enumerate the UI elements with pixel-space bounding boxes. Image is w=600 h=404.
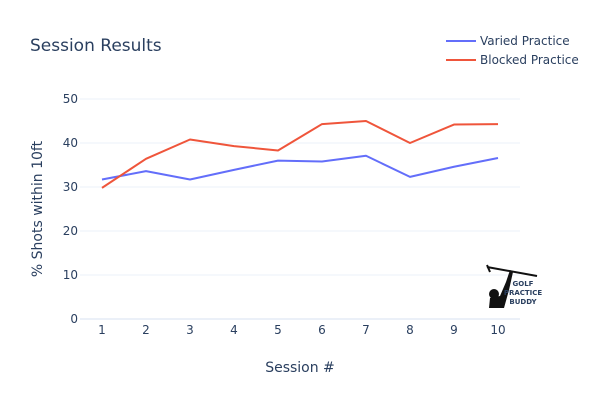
x-axis-label: Session #: [265, 360, 335, 376]
y-tick-label: 20: [63, 224, 78, 238]
legend-label: Blocked Practice: [480, 53, 579, 67]
y-tick-label: 0: [70, 312, 78, 326]
svg-text:GOLF: GOLF: [513, 280, 534, 288]
legend[interactable]: Varied Practice Blocked Practice: [446, 34, 579, 67]
x-tick-label: 10: [490, 323, 505, 337]
legend-label: Varied Practice: [480, 34, 570, 48]
x-tick-label: 6: [318, 323, 326, 337]
x-tick-label: 4: [230, 323, 238, 337]
series-line-blocked-practice: [102, 121, 498, 188]
x-tick-label: 5: [274, 323, 282, 337]
golf-practice-buddy-logo: GOLF PRACTICE BUDDY: [487, 265, 542, 308]
y-tick-label: 30: [63, 180, 78, 194]
x-tick-label: 1: [98, 323, 106, 337]
svg-text:BUDDY: BUDDY: [509, 298, 537, 306]
series-line-varied-practice: [102, 156, 498, 180]
y-tick-label: 10: [63, 268, 78, 282]
svg-text:PRACTICE: PRACTICE: [504, 289, 543, 297]
x-tick-label: 3: [186, 323, 194, 337]
y-tick-label: 40: [63, 136, 78, 150]
y-tick-label: 50: [63, 92, 78, 106]
chart-title: Session Results: [30, 36, 162, 56]
x-tick-label: 9: [450, 323, 458, 337]
x-tick-label: 2: [142, 323, 150, 337]
x-tick-label: 7: [362, 323, 370, 337]
x-tick-label: 8: [406, 323, 414, 337]
y-axis-label: % Shots within 10ft: [30, 140, 46, 277]
